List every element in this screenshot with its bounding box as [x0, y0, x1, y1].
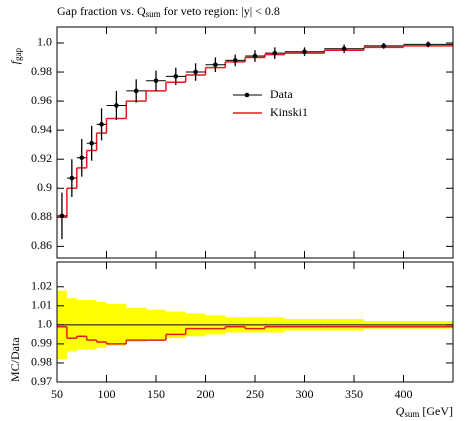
title-part: Gap fraction vs. Q [57, 4, 146, 18]
data-point [302, 49, 307, 54]
label-part: f [8, 59, 22, 64]
data-point [232, 58, 238, 63]
x-tick-label: 300 [296, 387, 314, 401]
y-tick-label: 1.01 [31, 298, 52, 312]
data-point [252, 53, 258, 59]
y-tick-label: 0.98 [31, 64, 52, 78]
y-tick-label: 0.92 [31, 151, 52, 165]
x-tick-label: 200 [197, 387, 215, 401]
plot-frame [56, 261, 454, 383]
data-point [89, 140, 94, 146]
data-point [114, 103, 119, 108]
legend-marker [244, 92, 250, 98]
y-tick-label: 0.94 [31, 122, 52, 136]
x-tick-label: 100 [98, 387, 116, 401]
label-sub: sum [404, 409, 419, 419]
title-part: for veto region: |y| < 0.8 [161, 4, 280, 18]
data-point [272, 50, 278, 56]
data-point [341, 46, 347, 52]
y-tick-label: 1.02 [31, 279, 52, 293]
y-tick-label: 0.97 [31, 374, 52, 388]
x-tick-label: 350 [345, 387, 363, 401]
plot-frame [56, 26, 454, 259]
y-tick-label: 0.88 [31, 209, 52, 223]
data-point [193, 69, 198, 75]
label-part: [GeV] [419, 404, 453, 418]
data-point [425, 42, 431, 47]
chart-title: Gap fraction vs. Qsum for veto region: |… [57, 4, 280, 19]
data-point [153, 78, 159, 84]
x-tick-label: 250 [246, 387, 264, 401]
data-point [99, 122, 104, 127]
label-part: Q [396, 404, 405, 418]
data-point [59, 213, 65, 219]
x-tick-label: 400 [395, 387, 413, 401]
data-point [133, 88, 139, 94]
y-axis-label: fgap [8, 48, 23, 65]
y-tick-label: 0.96 [31, 93, 52, 107]
y-tick-label: 0.86 [31, 238, 52, 252]
y-tick-label: 1.0 [37, 35, 52, 49]
x-axis-label: Qsum [GeV] [396, 404, 453, 419]
title-sub: sum [146, 9, 161, 19]
data-point [79, 155, 85, 161]
data-point [69, 175, 75, 181]
data-point [173, 74, 179, 79]
y-tick-label: 0.98 [31, 355, 52, 369]
x-tick-label: 50 [51, 387, 63, 401]
label-sub: gap [13, 48, 23, 61]
y-tick-label: 1.0 [37, 317, 52, 331]
y-tick-label: 0.9 [37, 180, 52, 194]
data-point [381, 43, 387, 49]
data-point [213, 62, 218, 68]
y-axis-label: MC/Data [8, 337, 22, 382]
x-tick-label: 150 [147, 387, 165, 401]
legend-label: Data [270, 87, 293, 101]
legend-label: Kinski1 [270, 105, 308, 119]
y-tick-label: 0.99 [31, 336, 52, 350]
